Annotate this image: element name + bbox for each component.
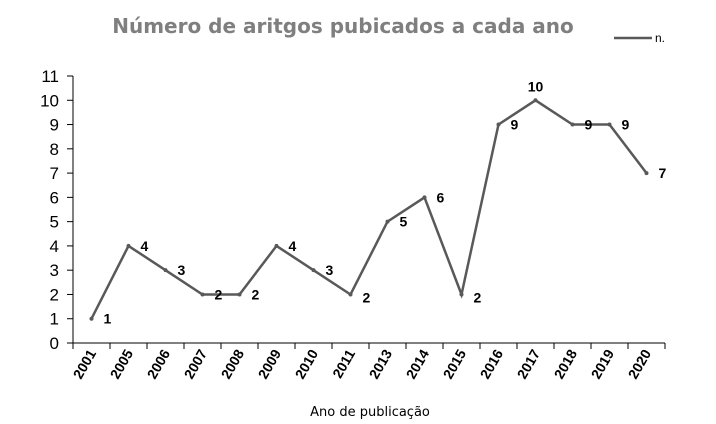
data-label: 2: [363, 289, 371, 305]
data-point: [644, 171, 649, 176]
data-point: [348, 292, 353, 297]
data-point: [200, 292, 205, 297]
data-label: 6: [437, 189, 445, 205]
data-label: 7: [659, 165, 667, 181]
chart-title: Número de aritgos pubicados a cada ano: [112, 14, 574, 38]
data-point: [89, 316, 94, 321]
x-tick-label: 2008: [218, 346, 248, 381]
data-label: 9: [511, 117, 519, 133]
y-tick-label: 6: [50, 188, 59, 207]
data-label: 1: [104, 311, 112, 327]
y-tick-label: 5: [50, 213, 59, 232]
data-label: 2: [474, 289, 482, 305]
data-label: 2: [252, 286, 260, 302]
y-tick-label: 11: [41, 67, 59, 86]
y-axis: 0 1 2 3 4 5 6 7 8 9 10 11: [40, 67, 74, 353]
legend-label: n.: [655, 31, 665, 45]
x-tick-label: 2018: [551, 346, 581, 381]
data-label: 3: [178, 262, 186, 278]
data-point: [422, 195, 427, 200]
legend: n.: [614, 31, 665, 45]
y-tick-label: 1: [50, 310, 59, 329]
y-tick-label: 4: [50, 237, 59, 256]
data-point: [163, 268, 168, 273]
y-tick-label: 7: [50, 164, 59, 183]
x-tick-label: 2017: [514, 346, 544, 381]
data-point: [126, 243, 131, 248]
data-label: 9: [622, 117, 630, 133]
data-point: [459, 292, 464, 297]
y-tick-label: 2: [50, 285, 59, 304]
data-label: 4: [141, 238, 149, 254]
x-tick-label: 2011: [329, 346, 358, 380]
x-tick-label: 2010: [292, 346, 322, 381]
y-tick-label: 10: [40, 91, 59, 110]
x-tick-label: 2016: [477, 346, 507, 381]
data-point: [496, 122, 501, 127]
x-tick-label: 2005: [107, 346, 137, 381]
data-label: 3: [326, 262, 334, 278]
data-point: [385, 219, 390, 224]
x-tick-label: 2001: [70, 346, 100, 381]
data-labels: 1 4 3 2 2 4 3 2 5 6 2 9 10 9 9 7: [104, 78, 667, 326]
y-tick-label: 8: [50, 140, 59, 159]
x-tick-label: 2014: [403, 346, 433, 381]
x-tick-label: 2020: [625, 346, 655, 381]
data-point: [274, 243, 279, 248]
x-tick-label: 2006: [144, 346, 174, 381]
data-label: 10: [528, 78, 544, 94]
y-tick-label: 0: [50, 334, 59, 353]
data-point: [237, 292, 242, 297]
data-point: [607, 122, 612, 127]
data-label: 9: [585, 117, 593, 133]
series-layer: [89, 98, 649, 321]
x-tick-label: 2013: [366, 346, 396, 381]
x-tick-label: 2007: [181, 346, 211, 381]
x-axis-title: Ano de publicação: [310, 405, 430, 420]
data-point: [533, 98, 538, 103]
data-label: 4: [289, 238, 297, 254]
y-tick-label: 3: [50, 261, 59, 280]
x-tick-label: 2019: [588, 346, 618, 381]
series-line: [90, 98, 648, 320]
data-point: [570, 122, 575, 127]
data-label: 2: [215, 286, 223, 302]
y-tick-label: 9: [50, 116, 59, 135]
data-point: [311, 268, 316, 273]
x-axis: 2001 2005 2006 2007 2008 2009 2010 2011 2013 2014…: [70, 342, 666, 381]
x-tick-label: 2015: [440, 346, 470, 381]
data-label: 5: [400, 214, 408, 230]
x-tick-label: 2009: [255, 346, 285, 381]
